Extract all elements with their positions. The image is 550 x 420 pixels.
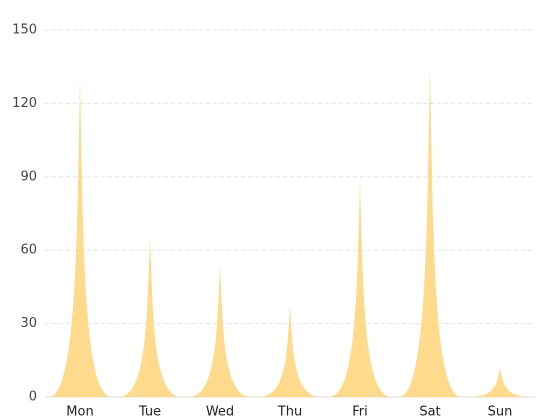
spike-bar	[258, 306, 322, 397]
spike-bar	[468, 367, 532, 397]
spike-bar	[398, 66, 462, 397]
y-tick-label: 60	[20, 243, 37, 258]
y-tick-label: 0	[29, 390, 37, 405]
x-tick-label: Mon	[66, 405, 93, 420]
x-tick-label: Sat	[419, 405, 440, 420]
spike-bar	[118, 237, 182, 397]
x-tick-label: Thu	[277, 405, 302, 420]
spike-bar	[328, 181, 392, 397]
y-tick-label: 150	[12, 23, 37, 38]
y-tick-label: 30	[20, 316, 37, 331]
x-tick-label: Fri	[352, 405, 368, 420]
y-tick-label: 90	[20, 169, 37, 184]
x-tick-label: Sun	[488, 405, 513, 420]
spike-bar	[188, 264, 252, 397]
spike-bar	[48, 78, 112, 397]
y-tick-label: 120	[12, 96, 37, 111]
x-tick-label: Wed	[206, 405, 234, 420]
x-tick-label: Tue	[138, 405, 161, 420]
